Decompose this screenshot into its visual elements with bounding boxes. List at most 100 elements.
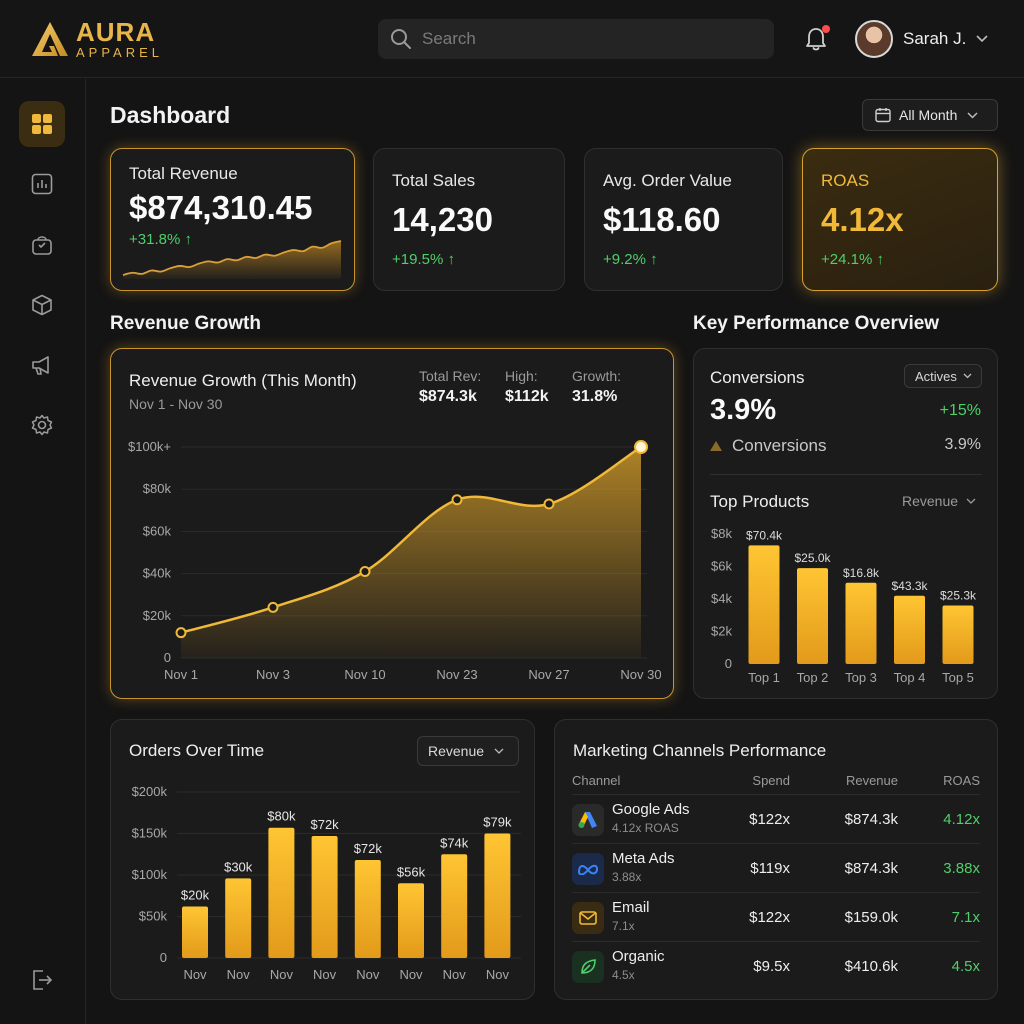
- kpi-value: 14,230: [392, 201, 493, 238]
- data-label: $70.4k: [746, 528, 783, 542]
- channel-name: Google Ads: [612, 801, 690, 818]
- data-point: [175, 627, 187, 639]
- channel-subtext: 4.12x ROAS: [612, 821, 679, 835]
- user-menu[interactable]: Sarah J.: [855, 19, 988, 59]
- y-tick-label: $8k: [711, 526, 732, 541]
- data-point: [451, 494, 463, 506]
- table-row[interactable]: Meta Ads 3.88x $119x $874.3k 3.88x: [572, 843, 980, 892]
- sidebar-item-settings[interactable]: [19, 402, 65, 448]
- channel-name: Organic: [612, 948, 665, 965]
- kpi-delta: +9.2% ↑: [603, 251, 658, 268]
- sparkline-line: [122, 240, 342, 276]
- kpi-label: Total Sales: [392, 171, 476, 190]
- kpi-delta: +24.1% ↑: [821, 251, 884, 268]
- data-label: $30k: [224, 859, 253, 874]
- sidebar-item-marketing[interactable]: [19, 342, 65, 388]
- kpi-delta: +31.8% ↑: [129, 231, 192, 248]
- x-tick-label: Nov 23: [436, 667, 477, 682]
- stat-value: $112k: [505, 388, 549, 405]
- analytics-icon: [31, 173, 53, 195]
- conversions-title: Conversions: [710, 368, 805, 387]
- x-tick-label: Nov 1: [164, 667, 198, 682]
- search-input[interactable]: [422, 29, 742, 49]
- stat-value: $874.3k: [419, 388, 477, 405]
- channel-spend: $122x: [749, 811, 790, 828]
- y-tick-label: $60k: [143, 523, 172, 538]
- x-tick-label: Nov: [399, 967, 423, 982]
- channel-revenue: $874.3k: [844, 811, 898, 828]
- brand-logo[interactable]: AURA APPAREL: [30, 18, 163, 60]
- channel-name: Email: [612, 899, 650, 916]
- stat-total-rev: Total Rev: $874.3k: [419, 368, 481, 406]
- kpi-card-avg-order-value[interactable]: Avg. Order Value $118.60 +9.2% ↑: [584, 148, 783, 291]
- conversions-value: 3.9%: [710, 394, 777, 426]
- kpi-value: 4.12x: [821, 201, 904, 238]
- data-label: $20k: [181, 888, 210, 903]
- avatar[interactable]: [855, 20, 893, 58]
- kpi-delta: +19.5% ↑: [392, 251, 455, 268]
- brand-subtitle: APPAREL: [76, 45, 164, 60]
- kpi-card-roas[interactable]: ROAS 4.12x +24.1% ↑: [802, 148, 998, 291]
- stat-value: 31.8%: [572, 388, 618, 405]
- bar: [354, 860, 381, 958]
- sidebar-item-orders[interactable]: [19, 222, 65, 268]
- kpi-label: ROAS: [821, 171, 870, 190]
- data-label: $25.3k: [940, 589, 977, 603]
- logout-button[interactable]: [19, 957, 65, 1003]
- table-row[interactable]: Google Ads 4.12x ROAS $122x $874.3k 4.12…: [572, 794, 980, 843]
- bar: [441, 854, 468, 958]
- conversions-delta: +15%: [939, 402, 981, 419]
- x-tick-label: Nov: [356, 967, 380, 982]
- data-label: $43.3k: [891, 579, 928, 593]
- shopping-bag-icon: [32, 236, 52, 255]
- kpi-card-total-revenue[interactable]: Total Revenue $874,310.45 +31.8% ↑: [110, 148, 355, 291]
- conversions-filter-label: Actives: [915, 368, 957, 384]
- x-tick-label: Nov: [443, 967, 467, 982]
- table-row[interactable]: Organic 4.5x $9.5x $410.6k 4.5x: [572, 941, 980, 990]
- orders-filter-dropdown[interactable]: Revenue: [417, 736, 519, 766]
- data-label: $56k: [397, 864, 426, 879]
- top-products-title: Top Products: [710, 492, 810, 511]
- box-icon: [32, 294, 52, 316]
- chevron-down-icon: [967, 111, 978, 119]
- bell-icon: [806, 28, 826, 51]
- y-tick-label: $50k: [139, 909, 168, 924]
- y-tick-label: $150k: [132, 826, 168, 841]
- aura-logo-icon: [32, 22, 68, 56]
- revenue-sparkline: [122, 240, 342, 279]
- stat-label: High:: [505, 368, 538, 384]
- conversions-filter-dropdown[interactable]: Actives: [904, 364, 982, 388]
- x-tick-label: Nov 27: [528, 667, 569, 682]
- sidebar-item-products[interactable]: [19, 282, 65, 328]
- channel-roas: 4.5x: [951, 958, 980, 975]
- kpi-value: $874,310.45: [129, 189, 313, 226]
- search-bar[interactable]: [378, 19, 774, 59]
- orders-title: Orders Over Time: [129, 741, 265, 760]
- marketing-title: Marketing Channels Performance: [573, 741, 827, 760]
- channel-spend: $122x: [749, 909, 790, 926]
- channel-subtext: 7.1x: [612, 919, 635, 933]
- kpi-card-total-sales[interactable]: Total Sales 14,230 +19.5% ↑: [373, 148, 565, 291]
- top-products-filter-dropdown[interactable]: Revenue: [902, 493, 976, 509]
- orders-filter-label: Revenue: [428, 743, 485, 759]
- table-row[interactable]: Email 7.1x $122x $159.0k 7.1x: [572, 892, 980, 941]
- section-title-revenue-growth: Revenue Growth: [110, 313, 261, 334]
- x-tick-label: Nov: [313, 967, 337, 982]
- y-tick-label: $80k: [143, 481, 172, 496]
- data-label: $72k: [310, 817, 339, 832]
- bar: [797, 568, 828, 664]
- x-tick-label: Nov: [270, 967, 294, 982]
- orders-over-time-chart: 0 $50k $100k $150k $200k $20k Nov $30k Nov $80k No…: [132, 784, 521, 982]
- data-label: $79k: [483, 815, 512, 830]
- search-icon: [391, 29, 411, 49]
- x-tick-label: Nov 3: [256, 667, 290, 682]
- sidebar-item-analytics[interactable]: [19, 161, 65, 207]
- channel-spend: $9.5x: [753, 958, 790, 975]
- revenue-growth-card: Revenue Growth (This Month) Nov 1 - Nov …: [110, 348, 674, 699]
- date-filter-dropdown[interactable]: All Month: [862, 99, 998, 131]
- sidebar: [0, 79, 86, 1024]
- notifications-button[interactable]: [804, 25, 830, 52]
- channel-revenue: $159.0k: [844, 909, 898, 926]
- sidebar-item-dashboard[interactable]: [19, 101, 65, 147]
- bar: [748, 545, 780, 664]
